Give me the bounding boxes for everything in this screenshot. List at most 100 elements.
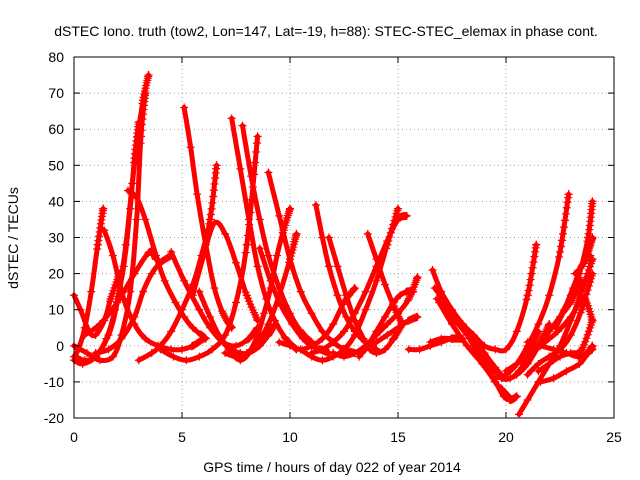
- y-tick-label: 0: [56, 338, 64, 354]
- data-point-marker: [93, 240, 102, 249]
- data-point: [128, 179, 137, 188]
- data-point: [350, 349, 359, 358]
- data-point: [262, 294, 271, 303]
- y-axis-label: dSTEC / TECUs: [5, 187, 21, 289]
- grid: [74, 57, 614, 418]
- data-point: [307, 341, 316, 350]
- y-tick-label: 30: [48, 230, 64, 246]
- data-point: [523, 395, 532, 404]
- data-point: [372, 349, 381, 358]
- data-point-marker: [252, 315, 261, 324]
- data-point: [311, 201, 320, 210]
- data-point-marker: [560, 216, 569, 225]
- data-point: [130, 269, 139, 278]
- data-point-marker: [292, 229, 301, 238]
- data-point: [435, 298, 444, 307]
- data-point: [394, 323, 402, 332]
- data-point-marker: [522, 295, 531, 304]
- data-point: [415, 345, 424, 354]
- data-point-marker: [577, 345, 586, 354]
- data-point: [350, 309, 359, 318]
- series-line: [492, 191, 572, 381]
- data-point: [502, 367, 510, 376]
- data-point-marker: [398, 320, 407, 329]
- data-point-marker: [395, 314, 404, 323]
- series-arc-11: [134, 161, 221, 365]
- series-line: [430, 242, 539, 354]
- data-point: [324, 262, 333, 271]
- data-point-marker: [206, 215, 215, 224]
- data-point-marker: [350, 284, 359, 293]
- data-point: [108, 352, 117, 361]
- series-line: [503, 278, 585, 374]
- data-point-marker: [209, 186, 218, 195]
- data-point: [188, 291, 197, 300]
- data-point: [571, 269, 580, 278]
- y-tick-label: 40: [48, 193, 64, 209]
- y-tick-label: 80: [48, 49, 64, 65]
- data-point-marker: [141, 89, 150, 98]
- data-point-marker: [524, 286, 533, 295]
- data-point: [91, 330, 100, 339]
- x-axis-label: GPS time / hours of day 022 of year 2014: [203, 459, 461, 475]
- data-point: [551, 323, 560, 332]
- data-point: [253, 338, 262, 347]
- data-point: [512, 327, 521, 336]
- data-point: [491, 345, 500, 354]
- data-point: [264, 251, 273, 260]
- data-point: [178, 305, 186, 314]
- data-point: [502, 345, 510, 354]
- data-point-marker: [563, 198, 572, 207]
- data-point: [381, 312, 390, 321]
- data-point: [91, 349, 100, 358]
- data-point: [512, 370, 521, 379]
- data-point: [156, 345, 165, 354]
- data-point: [340, 327, 348, 336]
- data-point: [342, 312, 351, 321]
- data-point-marker: [144, 71, 153, 80]
- data-point: [560, 305, 569, 314]
- series-line: [309, 213, 410, 356]
- data-point-marker: [588, 233, 597, 242]
- x-tick-label: 20: [498, 429, 514, 445]
- x-tick-label: 15: [390, 429, 406, 445]
- series-arc-08: [80, 247, 161, 339]
- data-point: [178, 345, 186, 354]
- data-point: [253, 262, 262, 271]
- data-point: [499, 392, 508, 401]
- data-point: [275, 211, 284, 220]
- series-arc-29: [340, 312, 422, 358]
- data-point-marker: [528, 263, 537, 272]
- data-point: [141, 215, 150, 224]
- data-point-marker: [588, 345, 597, 354]
- data-point: [264, 168, 273, 177]
- data-point: [428, 265, 437, 274]
- series-line: [298, 206, 401, 363]
- data-point: [80, 330, 89, 339]
- series-arc-13: [188, 219, 262, 325]
- data-point: [264, 320, 273, 329]
- data-point: [534, 359, 543, 368]
- data-point-marker: [583, 330, 592, 339]
- data-point-marker: [93, 245, 102, 254]
- data-point: [186, 143, 195, 152]
- data-point: [575, 359, 584, 368]
- y-tick-label: 70: [48, 85, 64, 101]
- data-point-marker: [252, 147, 261, 156]
- y-tick-label: -10: [44, 374, 64, 390]
- data-point: [361, 287, 370, 296]
- data-point-marker: [393, 310, 402, 319]
- data-point: [307, 349, 316, 358]
- series-arc-48: [571, 233, 597, 278]
- data-point-marker: [561, 209, 570, 218]
- data-point: [171, 298, 180, 307]
- data-point-marker: [136, 139, 145, 148]
- data-point: [383, 330, 392, 339]
- data-point: [95, 320, 104, 329]
- data-point: [577, 262, 586, 271]
- data-point: [210, 284, 219, 293]
- data-point: [275, 291, 284, 300]
- data-point: [236, 164, 245, 173]
- data-point: [448, 320, 456, 329]
